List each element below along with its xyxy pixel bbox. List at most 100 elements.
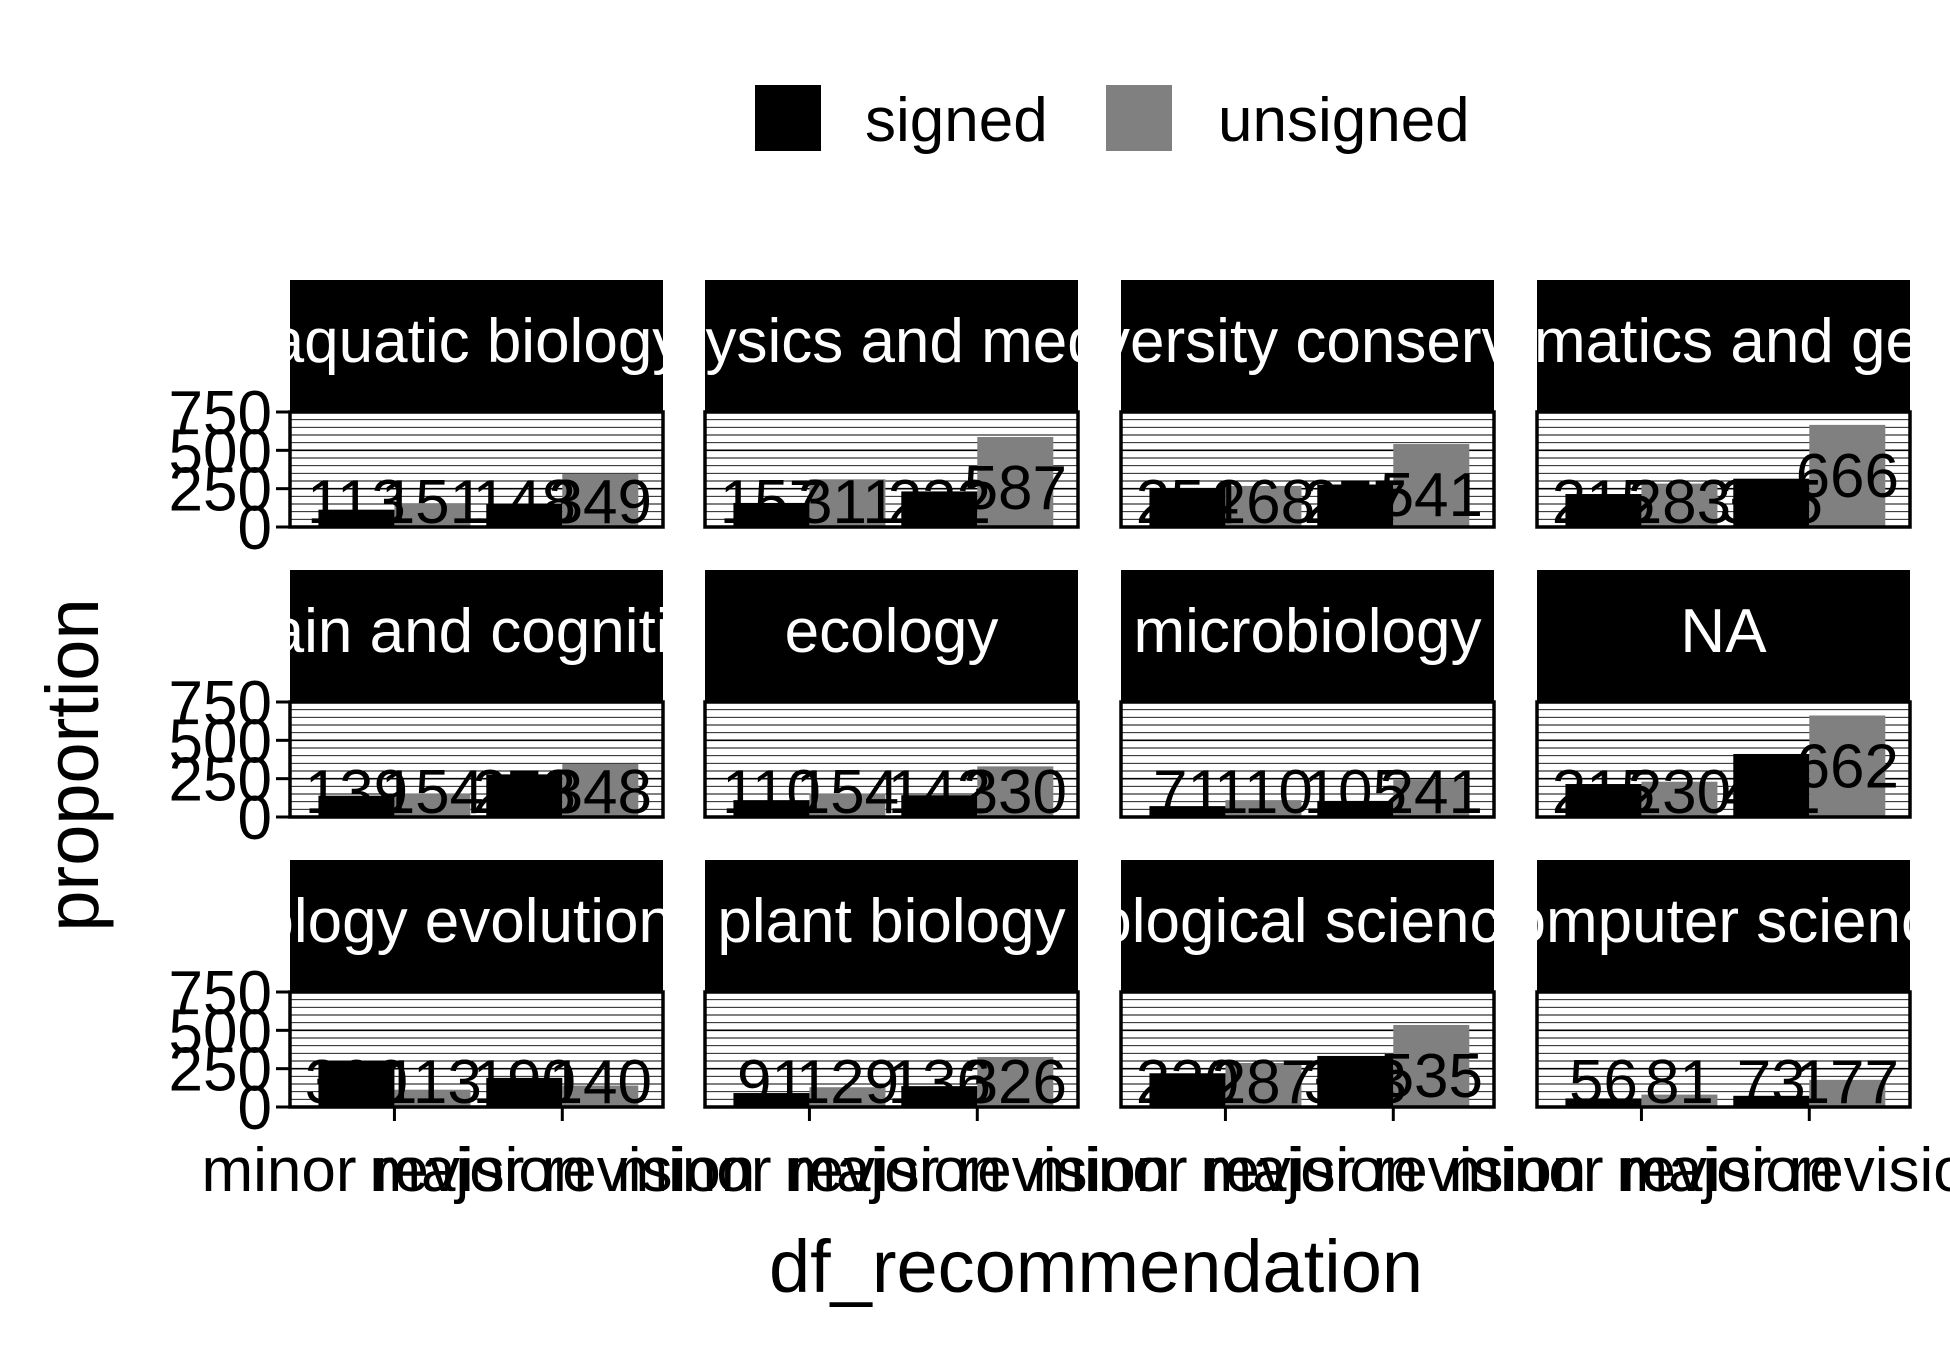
panel-strip bbox=[1121, 860, 1494, 992]
bar-signed-minor-revision bbox=[733, 800, 810, 817]
panel-strip bbox=[290, 570, 663, 702]
bar-signed-major-revision bbox=[486, 504, 563, 527]
panel-strip bbox=[1537, 860, 1910, 992]
legend-swatch-unsigned bbox=[1106, 85, 1172, 151]
bar-signed-minor-revision bbox=[1565, 494, 1642, 527]
bar-unsigned-major-revision bbox=[1393, 780, 1470, 817]
bar-unsigned-minor-revision bbox=[1641, 1094, 1718, 1107]
y-tick-label: 750 bbox=[169, 379, 272, 448]
x-axis-title: df_recommendation bbox=[769, 1225, 1423, 1308]
y-tick-label: 500 bbox=[169, 707, 272, 776]
bar-signed-minor-revision bbox=[733, 1093, 810, 1107]
bar-signed-major-revision bbox=[901, 1086, 978, 1107]
bar-signed-minor-revision bbox=[1149, 488, 1226, 527]
bar-unsigned-minor-revision bbox=[1225, 485, 1302, 527]
bar-unsigned-major-revision bbox=[977, 436, 1054, 527]
data-label-unsigned-major-revision: 541 bbox=[1380, 461, 1483, 530]
panel-zoology-evolutionary: zoology evolutionary30011319014002505007… bbox=[169, 860, 665, 1143]
panel-strip bbox=[1121, 570, 1494, 702]
bar-unsigned-major-revision bbox=[977, 1057, 1054, 1107]
bar-signed-major-revision bbox=[901, 491, 978, 527]
panels: aquatic biology1131511483490250500750bio… bbox=[169, 280, 1950, 1143]
data-label-unsigned-major-revision: 535 bbox=[1380, 1042, 1483, 1111]
x-tick-label-minor-revision: minor revision bbox=[1032, 1136, 1418, 1205]
legend-label-signed: signed bbox=[865, 86, 1048, 155]
bar-unsigned-minor-revision bbox=[394, 503, 471, 527]
y-tick-label: 0 bbox=[238, 784, 272, 853]
panel-title: bioinformatics and genomics bbox=[1331, 307, 1950, 376]
panel-strip bbox=[290, 280, 663, 412]
panel-strip bbox=[1121, 280, 1494, 412]
panel-border bbox=[288, 700, 665, 819]
panel-border bbox=[1535, 990, 1912, 1109]
y-tick-label: 0 bbox=[238, 1074, 272, 1143]
panel-border bbox=[288, 410, 665, 529]
x-tick-label-minor-revision: minor revision bbox=[616, 1136, 1002, 1205]
x-tick-label-minor-revision: minor revision bbox=[1448, 1136, 1834, 1205]
panel-strip bbox=[705, 570, 1078, 702]
legend: signed unsigned bbox=[755, 85, 1470, 155]
bar-signed-minor-revision bbox=[1565, 784, 1642, 817]
panel-strip bbox=[1537, 280, 1910, 412]
y-tick-label: 500 bbox=[169, 417, 272, 486]
bar-unsigned-major-revision bbox=[562, 763, 639, 817]
panel-border bbox=[1119, 410, 1496, 529]
bar-unsigned-major-revision bbox=[977, 766, 1054, 817]
bar-signed-minor-revision bbox=[318, 509, 395, 527]
panel-title: ecology bbox=[785, 597, 999, 666]
legend-label-unsigned: unsigned bbox=[1218, 86, 1470, 155]
legend-swatch-signed bbox=[755, 85, 821, 151]
y-tick-label: 0 bbox=[238, 494, 272, 563]
bar-unsigned-minor-revision bbox=[809, 793, 886, 817]
panel-border bbox=[1535, 410, 1912, 529]
panel-title: computer science bbox=[1481, 887, 1950, 956]
bar-unsigned-major-revision bbox=[1393, 444, 1470, 527]
bar-signed-major-revision bbox=[1733, 1095, 1810, 1107]
data-label-unsigned-major-revision: 587 bbox=[964, 454, 1067, 523]
data-label-unsigned-major-revision: 662 bbox=[1796, 732, 1899, 801]
panel-bioinformatics-and-genomics: bioinformatics and genomics215283315666 bbox=[1331, 280, 1950, 537]
bar-unsigned-major-revision bbox=[1809, 715, 1886, 817]
panel-strip bbox=[290, 860, 663, 992]
bar-signed-major-revision bbox=[901, 795, 978, 817]
panel-border bbox=[703, 990, 1080, 1109]
bar-signed-major-revision bbox=[486, 1077, 563, 1107]
y-tick-label: 750 bbox=[169, 669, 272, 738]
bar-signed-minor-revision bbox=[1149, 806, 1226, 817]
panel-title: microbiology bbox=[1133, 597, 1481, 666]
panel-brain-and-cognition: brain and cognition139154278348025050075… bbox=[169, 570, 739, 853]
bar-signed-minor-revision bbox=[1565, 1098, 1642, 1107]
bar-signed-minor-revision bbox=[1149, 1073, 1226, 1107]
panel-border bbox=[288, 990, 665, 1109]
panel-title: brain and cognition bbox=[215, 597, 739, 666]
bar-signed-major-revision bbox=[1733, 753, 1810, 817]
bar-unsigned-major-revision bbox=[562, 1085, 639, 1107]
bar-unsigned-minor-revision bbox=[1641, 781, 1718, 817]
y-tick-label: 500 bbox=[169, 997, 272, 1066]
bar-unsigned-major-revision bbox=[1393, 1024, 1470, 1107]
x-tick-label-major-revision: major revision bbox=[1616, 1136, 1950, 1205]
bar-unsigned-minor-revision bbox=[1225, 800, 1302, 817]
bar-unsigned-minor-revision bbox=[1225, 1062, 1302, 1107]
panel-title: plant biology bbox=[717, 887, 1065, 956]
y-axis-title: proportion bbox=[31, 598, 114, 931]
x-tick-label-minor-revision: minor revision bbox=[201, 1136, 587, 1205]
panel-border bbox=[703, 700, 1080, 819]
x-tick-label-major-revision: major revision bbox=[369, 1136, 755, 1205]
bar-unsigned-major-revision bbox=[1809, 1079, 1886, 1107]
y-tick-label: 250 bbox=[169, 746, 272, 815]
bar-unsigned-minor-revision bbox=[394, 1089, 471, 1107]
panel-strip bbox=[705, 860, 1078, 992]
bar-unsigned-minor-revision bbox=[809, 479, 886, 527]
y-tick-label: 250 bbox=[169, 456, 272, 525]
panel-strip bbox=[1537, 570, 1910, 702]
panel-border bbox=[1535, 700, 1912, 819]
bar-unsigned-minor-revision bbox=[1641, 483, 1718, 527]
panel-title: biological sciences bbox=[1049, 887, 1566, 956]
